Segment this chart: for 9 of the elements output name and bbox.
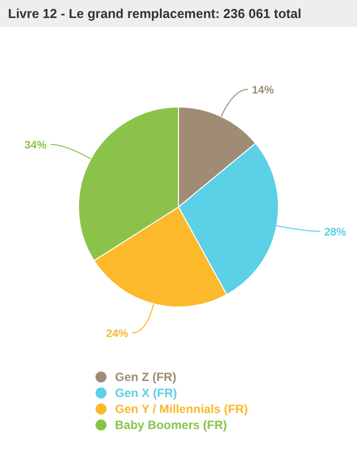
legend-label: Gen Y / Millennials (FR) bbox=[115, 402, 248, 416]
chart-title: Livre 12 - Le grand remplacement: 236 061 total bbox=[0, 0, 357, 27]
data-label: 24% bbox=[106, 328, 128, 340]
legend-label: Baby Boomers (FR) bbox=[115, 418, 228, 432]
legend-label: Gen X (FR) bbox=[115, 386, 177, 400]
legend-label: Gen Z (FR) bbox=[115, 370, 176, 384]
data-label: 28% bbox=[324, 226, 346, 238]
data-label: 14% bbox=[252, 84, 274, 96]
data-label: 34% bbox=[24, 139, 47, 152]
